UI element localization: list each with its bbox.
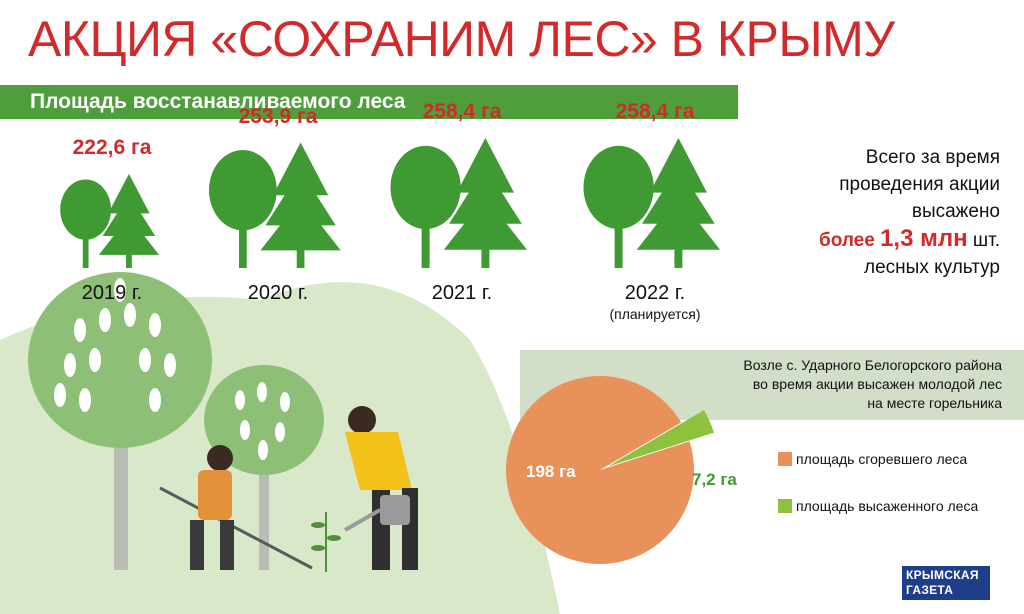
tree-year-label: 2019 г. <box>81 282 143 304</box>
legend-item-planted: площадь высаженного леса <box>778 497 996 515</box>
total-summary: Всего за время проведения акции высажено… <box>760 144 1000 281</box>
total-line: лесных культур <box>864 257 1000 278</box>
tree-crown <box>28 272 212 448</box>
total-highlight: более 1,3 млн шт. <box>760 225 1000 254</box>
page-title: АКЦИЯ «СОХРАНИМ ЛЕС» В КРЫМУ <box>28 11 895 67</box>
legend-swatch-burned <box>778 452 792 466</box>
logo-line: ГАЗЕТА <box>906 583 954 597</box>
person-body <box>198 470 232 520</box>
tree-year-note: (планируется) <box>609 306 701 322</box>
tree-value-label: 258,4 га <box>615 100 695 123</box>
legend-label-burned: площадь сгоревшего леса <box>796 451 968 467</box>
total-prefix: более <box>818 230 875 251</box>
pie-label-planted: 7,2 га <box>692 470 737 489</box>
tree-year-label: 2022 г. <box>624 282 686 304</box>
legend-item-burned: площадь сгоревшего леса <box>778 450 996 468</box>
tree-value-label: 222,6 га <box>72 135 152 159</box>
pie-label-burned: 198 га <box>526 462 576 481</box>
person-head <box>348 406 376 434</box>
person-head <box>207 445 233 471</box>
pie-note-line: во время акции высажен молодой лес <box>752 376 1002 392</box>
pie-note: Возле с. Ударного Белогорского района во… <box>672 356 1002 413</box>
tree-trunk <box>259 420 269 570</box>
logo-line: КРЫМСКАЯ <box>906 568 979 582</box>
total-suffix: шт. <box>972 230 1000 251</box>
tree-year-label: 2021 г. <box>431 282 493 304</box>
pie-note-line: на месте горельника <box>867 395 1002 411</box>
rake-handle <box>159 486 313 570</box>
tree-crown <box>204 365 324 475</box>
total-line: высажено <box>911 201 1000 222</box>
leaf-pattern <box>54 278 176 412</box>
tree-icon-mark <box>208 142 341 268</box>
total-line: проведения акции <box>839 174 1000 195</box>
person-body <box>345 432 412 490</box>
tree-value-label: 253,9 га <box>238 104 318 128</box>
tree-value-label: 258,4 га <box>422 100 502 123</box>
legend-label-planted: площадь высаженного леса <box>796 498 979 514</box>
legend-swatch-planted <box>778 499 792 513</box>
section-banner-label: Площадь восстанавливаемого леса <box>30 90 406 113</box>
tree-icon-mark <box>583 138 720 268</box>
watering-can <box>380 495 410 525</box>
tree-icon-mark <box>390 138 527 268</box>
pie-note-line: Возле с. Ударного Белогорского района <box>743 357 1002 373</box>
tree-icon-mark <box>60 173 160 268</box>
section-banner: Площадь восстанавливаемого леса <box>0 85 738 119</box>
tree-year-label: 2020 г. <box>247 282 309 304</box>
total-line: Всего за время <box>865 147 1000 168</box>
publisher-logo: КРЫМСКАЯ ГАЗЕТА <box>902 566 990 600</box>
total-value: 1,3 млн <box>880 225 968 252</box>
